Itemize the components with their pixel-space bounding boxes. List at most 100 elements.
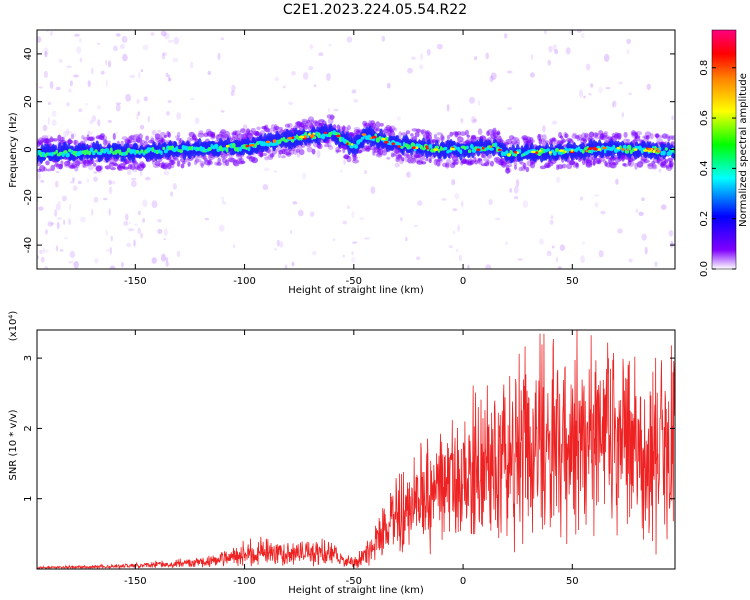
halo-mark [601, 133, 606, 141]
ridge-peak-mark [507, 153, 511, 156]
noise-mark [129, 228, 135, 231]
noise-mark [151, 257, 157, 264]
snr-xtick-label: 0 [460, 576, 466, 587]
halo-mark [375, 127, 381, 132]
halo-mark [99, 165, 103, 171]
halo-mark [583, 139, 587, 143]
noise-mark [452, 230, 456, 235]
halo-mark [496, 130, 501, 135]
noise-mark [549, 219, 554, 225]
halo-mark [210, 133, 216, 137]
halo-mark [538, 138, 545, 142]
noise-mark [150, 32, 155, 36]
noise-mark [68, 88, 72, 93]
noise-mark [282, 85, 286, 89]
halo-mark [516, 139, 521, 144]
noise-mark [555, 256, 559, 263]
noise-mark [142, 218, 146, 223]
ridge-core-mark [50, 151, 54, 157]
noise-mark [105, 79, 108, 88]
noise-mark [127, 227, 132, 232]
ridge-peak-mark [587, 147, 593, 150]
ridge-core-mark [353, 144, 359, 149]
noise-mark [396, 116, 401, 121]
halo-mark [597, 160, 602, 165]
halo-mark [175, 135, 180, 139]
halo-mark [220, 153, 226, 160]
noise-mark [109, 265, 116, 269]
noise-mark [170, 191, 174, 197]
halo-mark [410, 158, 417, 164]
noise-mark [87, 130, 90, 133]
noise-mark [635, 208, 639, 213]
halo-mark [518, 166, 523, 172]
ridge-core-mark [662, 150, 666, 156]
noise-mark [628, 258, 633, 263]
halo-mark [73, 139, 79, 146]
ridge-peak-mark [647, 147, 652, 151]
heatmap-ytick-label: -20 [23, 189, 34, 205]
ridge-peak-mark [476, 148, 481, 151]
noise-mark [67, 260, 74, 264]
ridge-core-mark [358, 139, 363, 143]
noise-mark [559, 244, 566, 251]
halo-mark [222, 133, 230, 139]
noise-mark [70, 180, 75, 184]
noise-mark [551, 120, 558, 125]
halo-mark [43, 138, 50, 144]
halo-mark [574, 135, 580, 140]
halo-mark [134, 166, 141, 170]
noise-mark [50, 222, 55, 225]
noise-mark [522, 200, 529, 209]
halo-mark [453, 159, 460, 165]
noise-mark [370, 186, 376, 194]
heatmap-xtick-label: 50 [566, 276, 579, 287]
halo-mark [104, 140, 112, 144]
halo-mark [667, 136, 671, 142]
ridge-peak-mark [621, 148, 625, 151]
halo-mark [456, 131, 460, 136]
snr-scale-label: (x10⁴) [8, 311, 19, 342]
halo-mark [477, 157, 481, 163]
halo-mark [269, 152, 274, 158]
halo-mark [366, 145, 372, 149]
halo-mark [176, 131, 181, 138]
noise-mark [342, 220, 348, 225]
ridge-peak-mark [381, 137, 386, 141]
snr-panel: -150 -100 -50 0 50 1 2 3 Height of straight lin… [8, 311, 676, 596]
noise-mark [460, 200, 464, 208]
noise-mark [66, 102, 71, 107]
halo-mark [278, 126, 284, 130]
noise-mark [119, 43, 125, 50]
colorbar-label: Normalized spectral amplitude [738, 73, 749, 227]
halo-mark [505, 164, 510, 171]
halo-mark [592, 132, 599, 138]
halo-mark [496, 131, 501, 135]
noise-mark [381, 35, 386, 42]
snr-xtick-label: -50 [346, 576, 362, 587]
noise-mark [274, 170, 277, 173]
noise-mark [47, 117, 50, 125]
noise-mark [42, 124, 48, 132]
ridge-peak-mark [516, 151, 519, 154]
noise-mark [340, 169, 343, 174]
halo-mark [109, 160, 114, 165]
noise-mark [347, 205, 350, 210]
halo-mark [260, 130, 265, 135]
noise-mark [274, 76, 279, 81]
colorbar: 0.0 0.2 0.4 0.6 0.8 Normalized spectral ampl… [699, 29, 749, 277]
ridge-core-mark [557, 151, 561, 155]
ridge-peak-mark [249, 143, 255, 147]
halo-mark [264, 156, 269, 161]
ridge-core-mark [109, 147, 113, 154]
noise-mark [454, 192, 460, 200]
halo-mark [442, 162, 448, 168]
halo-mark [45, 137, 50, 145]
halo-mark [60, 136, 64, 143]
noise-mark [671, 115, 674, 121]
halo-mark [347, 124, 351, 131]
noise-mark [517, 258, 523, 261]
noise-mark [292, 201, 298, 205]
colorbar-tick-label: 0.4 [699, 160, 710, 176]
halo-mark [523, 162, 527, 170]
